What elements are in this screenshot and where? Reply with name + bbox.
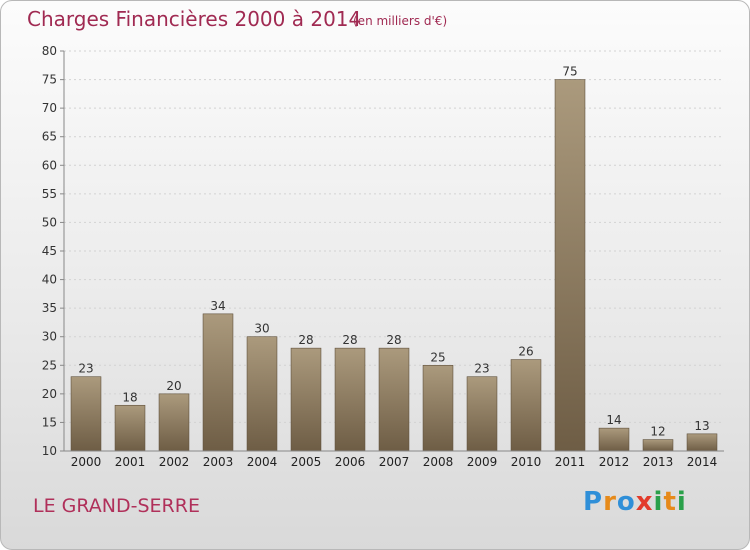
x-tick-label: 2002 — [159, 455, 190, 469]
bar — [70, 376, 102, 452]
bar — [202, 313, 234, 452]
x-tick-label: 2007 — [379, 455, 410, 469]
bar — [378, 347, 410, 452]
bar — [642, 439, 674, 452]
y-tick-label: 55 — [42, 187, 57, 201]
y-tick-label: 70 — [42, 101, 57, 115]
x-tick-label: 2006 — [335, 455, 366, 469]
x-tick-label: 2011 — [555, 455, 586, 469]
y-tick-label: 75 — [42, 73, 57, 87]
x-tick-label: 2010 — [511, 455, 542, 469]
bar — [554, 79, 586, 452]
y-tick-label: 15 — [42, 415, 57, 429]
y-tick-label: 80 — [42, 44, 57, 58]
bar — [686, 433, 718, 452]
y-tick-label: 45 — [42, 244, 57, 258]
bar — [334, 347, 366, 452]
data-label: 23 — [78, 362, 93, 376]
bar — [290, 347, 322, 452]
bar — [510, 359, 542, 452]
data-label: 13 — [694, 419, 709, 433]
x-tick-label: 2008 — [423, 455, 454, 469]
bar — [466, 376, 498, 452]
x-tick-label: 2001 — [115, 455, 146, 469]
x-tick-label: 2014 — [687, 455, 718, 469]
bars: 23 18 20 34 30 28 28 28 25 23 26 75 14 12 13 — [70, 65, 718, 452]
data-label: 20 — [166, 379, 181, 393]
bar — [246, 336, 278, 452]
x-axis: 2000 2001 2002 2003 2004 2005 2006 2007 2008 2009… — [64, 450, 724, 469]
x-tick-label: 2003 — [203, 455, 234, 469]
x-tick-label: 2005 — [291, 455, 322, 469]
data-label: 18 — [122, 390, 137, 404]
data-label: 26 — [518, 345, 533, 359]
x-tick-label: 2012 — [599, 455, 630, 469]
data-label: 25 — [430, 350, 445, 364]
bar — [114, 404, 146, 452]
y-tick-label: 65 — [42, 130, 57, 144]
commune-name: LE GRAND-SERRE — [33, 495, 200, 517]
chart-subtitle: (en milliers d'€) — [353, 14, 448, 28]
x-tick-label: 2009 — [467, 455, 498, 469]
bar — [158, 393, 190, 452]
bar — [598, 427, 630, 452]
data-label: 30 — [254, 322, 269, 336]
y-tick-label: 50 — [42, 215, 57, 229]
y-tick-label: 30 — [42, 330, 57, 344]
data-label: 34 — [210, 299, 225, 313]
chart-title: Charges Financières 2000 à 2014 — [27, 7, 362, 31]
bar — [422, 364, 454, 452]
data-label: 28 — [298, 333, 313, 347]
data-label: 14 — [606, 413, 621, 427]
data-label: 75 — [562, 65, 577, 79]
y-tick-label: 60 — [42, 158, 57, 172]
y-tick-label: 10 — [42, 444, 57, 458]
proxiti-logo[interactable]: Proxiti — [583, 487, 687, 517]
y-axis: 10 15 20 25 30 35 40 45 50 55 60 65 70 75 80 — [42, 44, 65, 458]
data-label: 28 — [386, 333, 401, 347]
data-label: 12 — [650, 425, 665, 439]
y-tick-label: 20 — [42, 387, 57, 401]
data-label: 28 — [342, 333, 357, 347]
data-label: 23 — [474, 362, 489, 376]
x-tick-label: 2000 — [71, 455, 102, 469]
y-tick-label: 35 — [42, 301, 57, 315]
y-tick-label: 40 — [42, 273, 57, 287]
x-tick-label: 2004 — [247, 455, 278, 469]
x-tick-label: 2013 — [643, 455, 674, 469]
y-tick-label: 25 — [42, 358, 57, 372]
